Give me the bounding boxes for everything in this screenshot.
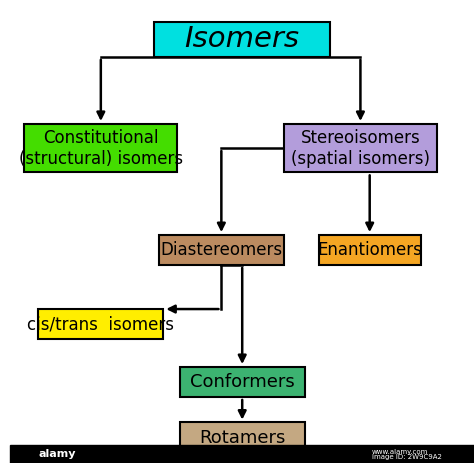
FancyBboxPatch shape [159,235,284,265]
FancyBboxPatch shape [38,309,164,339]
FancyBboxPatch shape [180,422,305,453]
Text: www.alamy.com: www.alamy.com [372,449,428,455]
Text: Diastereomers: Diastereomers [160,241,283,259]
FancyBboxPatch shape [154,22,330,56]
FancyBboxPatch shape [24,124,177,172]
Text: cis/trans  isomers: cis/trans isomers [27,315,174,333]
FancyBboxPatch shape [284,124,437,172]
Bar [10,445,474,463]
Text: Constitutional
(structural) isomers: Constitutional (structural) isomers [19,129,183,168]
FancyBboxPatch shape [319,235,421,265]
Text: alamy: alamy [38,449,76,459]
Text: Enantiomers: Enantiomers [317,241,422,259]
Text: Stereoisomers
(spatial isomers): Stereoisomers (spatial isomers) [291,129,430,168]
Text: Image ID: 2W9C9A2: Image ID: 2W9C9A2 [372,455,442,460]
Text: Rotamers: Rotamers [199,429,285,446]
Text: Isomers: Isomers [185,25,300,53]
Text: Conformers: Conformers [190,373,294,391]
FancyBboxPatch shape [180,367,305,397]
